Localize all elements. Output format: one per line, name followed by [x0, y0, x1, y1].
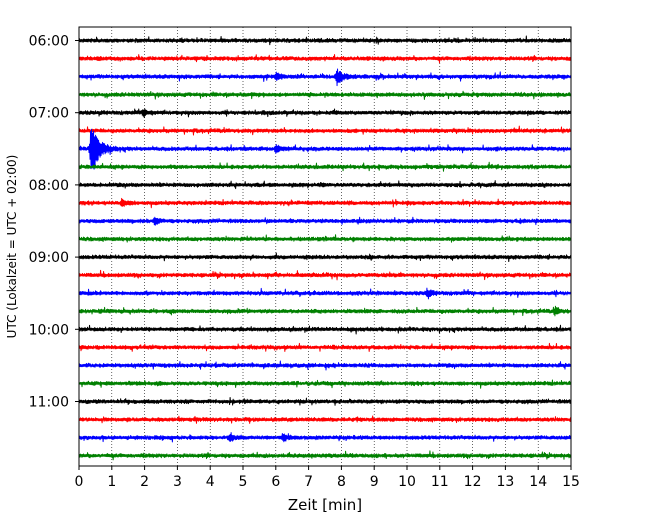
x-tick-label: 13 — [496, 474, 514, 490]
trace-1145 — [78, 450, 572, 461]
x-tick-label: 7 — [304, 474, 313, 490]
trace-0900 — [78, 252, 572, 263]
x-tick-label: 11 — [431, 474, 449, 490]
y-tick-label: 11:00 — [29, 395, 69, 411]
x-tick-label: 9 — [370, 474, 379, 490]
trace-0630 — [78, 68, 572, 87]
x-tick-label: 14 — [529, 474, 547, 490]
trace-1045 — [78, 379, 572, 389]
trace-1000 — [78, 324, 572, 335]
trace-0615 — [78, 54, 572, 64]
plot-frame — [78, 26, 572, 467]
trace-0930 — [78, 287, 572, 300]
trace-1115 — [78, 415, 572, 424]
trace-1130 — [78, 432, 572, 443]
x-tick-label: 12 — [464, 474, 482, 490]
x-tick-label: 10 — [398, 474, 416, 490]
x-axis: 0 1 2 3 4 5 6 7 8 9 10 11 12 13 14 15 — [75, 466, 580, 490]
grid-layer — [111, 27, 539, 466]
y-tick-label: 06:00 — [29, 34, 69, 50]
x-tick-label: 3 — [173, 474, 182, 490]
trace-0815 — [78, 197, 572, 209]
x-tick-label: 8 — [337, 474, 346, 490]
x-tick-label: 2 — [140, 474, 149, 490]
y-axis-label: UTC (Lokalzeit = UTC + 02:00) — [5, 155, 19, 339]
trace-0845 — [78, 234, 572, 243]
trace-layer — [78, 35, 572, 461]
trace-1030 — [78, 360, 572, 371]
trace-0800 — [78, 180, 572, 190]
y-tick-label: 09:00 — [29, 250, 69, 266]
x-tick-label: 4 — [206, 474, 215, 490]
trace-0915 — [78, 269, 572, 281]
trace-0830 — [78, 216, 572, 226]
trace-0745 — [78, 161, 572, 172]
y-tick-label: 10:00 — [29, 322, 69, 338]
y-tick-label: 08:00 — [29, 178, 69, 194]
trace-1015 — [78, 342, 572, 352]
y-tick-label: 07:00 — [29, 106, 69, 122]
trace-1100 — [78, 397, 572, 406]
trace-0645 — [78, 90, 572, 100]
trace-0700 — [78, 108, 572, 119]
x-axis-label: Zeit [min] — [288, 496, 362, 514]
trace-0730 — [78, 128, 572, 170]
y-axis: 06:00 07:00 08:00 09:00 10:00 11:00 — [29, 34, 79, 411]
trace-0715 — [78, 125, 572, 136]
x-tick-label: 6 — [271, 474, 280, 490]
x-tick-label: 5 — [239, 474, 248, 490]
trace-0945 — [78, 305, 572, 317]
x-tick-label: 0 — [75, 474, 84, 490]
trace-0600 — [78, 35, 572, 46]
x-tick-label: 1 — [107, 474, 116, 490]
x-tick-label: 15 — [562, 474, 580, 490]
